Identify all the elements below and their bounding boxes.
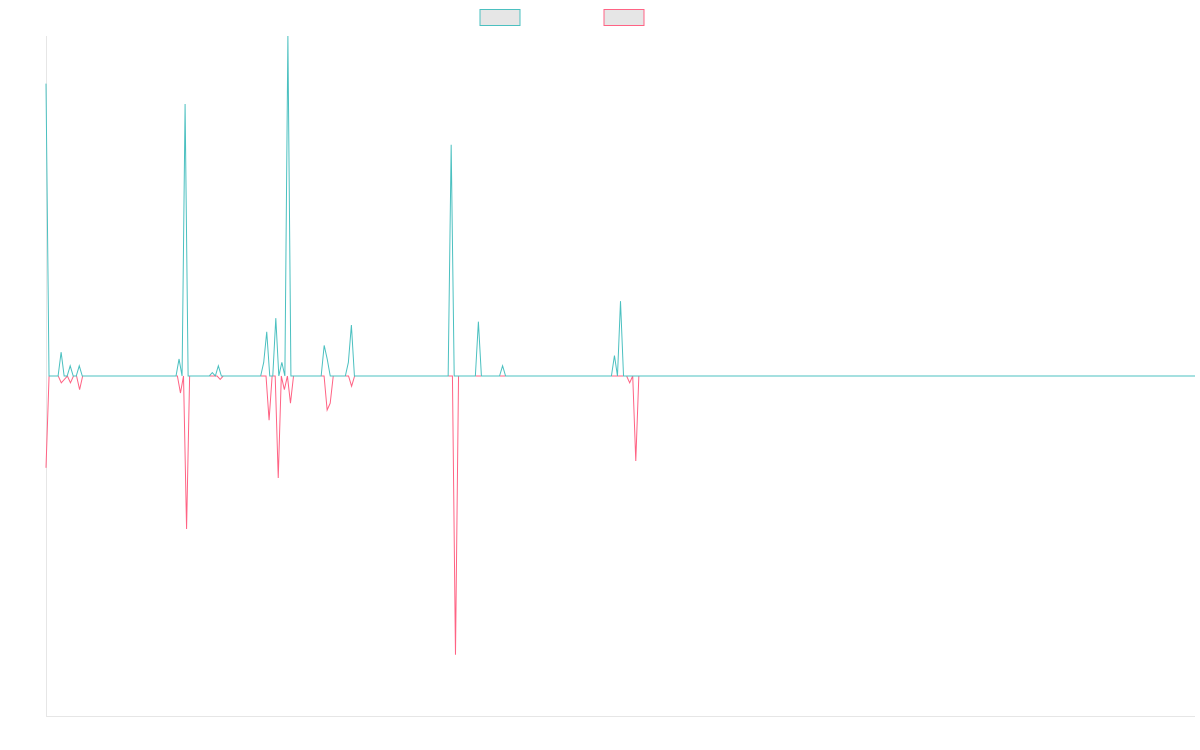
legend-swatch-1[interactable] xyxy=(479,9,521,26)
series-line-1 xyxy=(45,35,1195,378)
legend xyxy=(479,9,645,26)
series-line-2 xyxy=(45,375,1195,655)
series-layer xyxy=(45,35,1195,655)
legend-swatch-2[interactable] xyxy=(603,9,645,26)
